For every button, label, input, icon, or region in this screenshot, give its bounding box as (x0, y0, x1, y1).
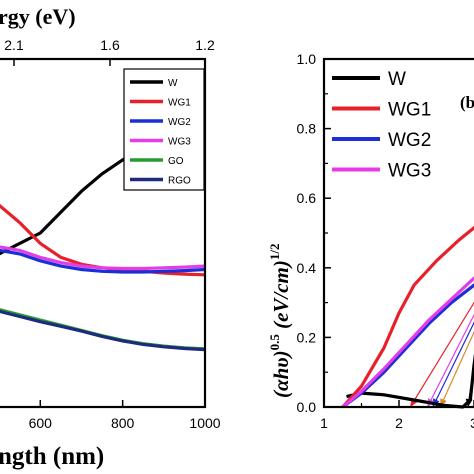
legend-label-wg1: WG1 (168, 98, 191, 109)
tangent-line-2 (426, 313, 474, 408)
top-tick-1-2: 1.2 (195, 37, 215, 53)
panel-b-y-tick-labels: 0.0 0.2 0.4 0.6 0.8 1.0 (297, 51, 317, 415)
panel-b-axis-ticks (323, 58, 474, 408)
tangent-line-3 (439, 330, 474, 408)
absorbance-panel: rgy (eV) 2.1 1.6 1.2 600 800 1000 ngth (nm) … (0, 4, 221, 470)
y-tick-0-0: 0.0 (297, 399, 317, 415)
panel-b-x-tick-labels: 1 2 3 (320, 415, 474, 431)
tauc-legend-label-wg2: WG2 (388, 130, 431, 151)
b-x-tick-3: 3 (470, 415, 474, 431)
b-x-tick-2: 2 (395, 415, 403, 431)
panel-a-frame (0, 57, 207, 409)
x-tick-1000: 1000 (189, 415, 220, 431)
b-x-tick-1: 1 (320, 415, 328, 431)
bottom-tick-labels: 600 800 1000 (29, 415, 221, 431)
y-tick-0-2: 0.2 (297, 329, 317, 345)
tauc-panel: (αhυ)0.5 (eV/cm)1/2 0.0 0.2 0.4 0.6 0.8 1.0 1… (267, 51, 474, 431)
tangent-line-0 (409, 301, 474, 408)
x-tick-800: 800 (111, 415, 135, 431)
y-axis-title-exp2: 1/2 (267, 243, 282, 260)
series-line-wg3 (0, 245, 206, 271)
panel-a-axis-ticks (13, 59, 206, 407)
tauc-legend-label-w: W (388, 69, 406, 90)
series-line-go (0, 308, 206, 351)
y-tick-0-6: 0.6 (297, 190, 317, 206)
top-axis-title: rgy (eV) (0, 4, 76, 29)
legend-label-wg3: WG3 (168, 137, 191, 148)
y-tick-1-0: 1.0 (297, 51, 317, 67)
panel-b-legend: W WG1 WG2 WG3 (332, 69, 431, 182)
tauc-legend-label-wg3: WG3 (388, 161, 431, 182)
tauc-line-wg1 (341, 225, 474, 409)
legend-label-wg2: WG2 (168, 117, 191, 128)
x-tick-600: 600 (29, 415, 53, 431)
tauc-legend-label-wg1: WG1 (388, 100, 431, 121)
legend-label-rgo: RGO (168, 176, 191, 187)
y-axis-title-main: (αhυ) (269, 350, 293, 398)
series-line-wg2 (0, 248, 206, 274)
panel-a-legend: W WG1 WG2 WG3 GO RGO (123, 68, 205, 191)
x-axis-title: ngth (nm) (0, 443, 104, 470)
y-axis-title-unit: (eV/cm) (269, 260, 293, 334)
legend-label-go: GO (168, 156, 184, 167)
y-tick-0-8: 0.8 (297, 121, 317, 137)
tangent-line-1 (432, 321, 474, 408)
panel-label: (b (460, 93, 474, 112)
top-tick-1-6: 1.6 (100, 37, 120, 53)
y-axis-title-exp1: 0.5 (267, 334, 282, 351)
series-line-wg1 (0, 203, 206, 277)
top-tick-labels: 2.1 1.6 1.2 (4, 37, 215, 53)
top-tick-2-1: 2.1 (4, 37, 24, 53)
legend-label-w: W (168, 78, 178, 89)
panel-b-series (341, 225, 474, 409)
series-line-rgo (0, 309, 206, 352)
tauc-line-wg3 (341, 276, 474, 409)
tangent-arrows (409, 301, 474, 408)
panel-a-legend-box (123, 68, 205, 191)
y-axis-title: (αhυ)0.5 (eV/cm)1/2 (267, 243, 293, 398)
y-tick-0-4: 0.4 (297, 260, 317, 276)
